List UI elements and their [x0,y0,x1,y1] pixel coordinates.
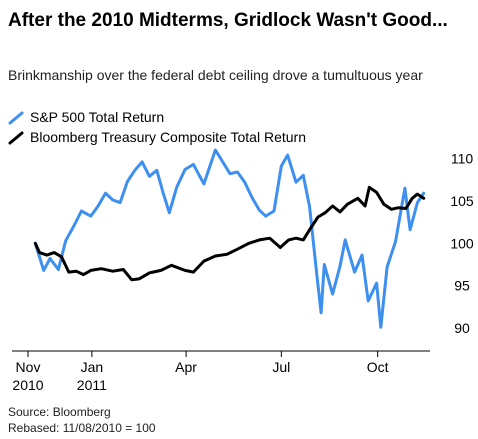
series-layer [33,148,426,329]
y-tick-label: 110 [451,150,474,166]
legend-label-sp500: S&P 500 Total Return [30,109,165,125]
source-note: Source: Bloomberg [8,405,111,419]
x-tick-year-label: 2011 [77,377,107,393]
x-tick-label: Apr [175,359,197,375]
x-tick-label: Jul [272,359,290,375]
x-tick-label: Oct [367,359,389,375]
chart-plot: Nov 2010 Jan 2011 Apr Jul Oct 90 95 100 105 110 [12,148,474,393]
chart-title: After the 2010 Midterms, Gridlock Wasn't… [8,10,448,31]
y-axis: 90 95 100 105 110 [450,150,474,336]
x-tick-label: Jan [81,359,104,375]
footer: Source: Bloomberg Rebased: 11/08/2010 = … [8,404,156,436]
chart-subtitle: Brinkmanship over the federal debt ceili… [8,67,423,83]
x-axis: Nov 2010 Jan 2011 Apr Jul Oct [12,350,430,393]
y-tick-label: 95 [454,278,470,294]
legend-swatch-treasury [8,131,24,145]
series-line-treasury [33,185,426,282]
y-tick-label: 105 [450,193,474,209]
x-tick-year-label: 2010 [12,377,43,393]
rebase-note: Rebased: 11/08/2010 = 100 [8,421,156,435]
y-tick-label: 90 [454,320,470,336]
legend-swatch-sp500 [8,111,24,125]
x-tick-label: Nov [16,359,41,375]
series-line-sp500 [33,148,426,329]
legend-label-treasury: Bloomberg Treasury Composite Total Retur… [30,129,306,145]
y-tick-label: 100 [450,235,474,251]
